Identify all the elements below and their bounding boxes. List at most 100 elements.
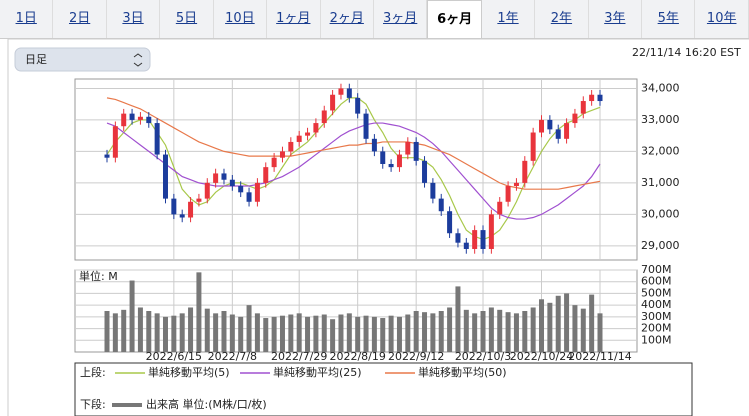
volume-bar	[597, 313, 603, 352]
dropdown[interactable]	[14, 47, 151, 72]
range-tab[interactable]: 1年	[482, 0, 536, 38]
range-tab[interactable]: 1日	[0, 0, 54, 38]
volume-bar	[572, 305, 578, 352]
candle-body	[522, 160, 528, 183]
candle-body	[196, 198, 202, 202]
candle-body	[388, 163, 394, 168]
volume-bar	[246, 305, 252, 352]
candle-body	[112, 126, 118, 158]
candle-body	[263, 167, 269, 183]
candle-body	[513, 182, 519, 187]
volume-bar	[121, 309, 127, 352]
candle-body	[371, 138, 377, 152]
range-tab[interactable]: 10日	[214, 0, 268, 38]
x-tick-label: 2022/7/29	[271, 350, 327, 363]
candle-body	[505, 186, 511, 202]
candle-body	[396, 154, 402, 168]
legend-label: 出来高 単位:(M株/口/枚)	[146, 397, 267, 411]
candle-body	[447, 211, 453, 234]
candle-body	[580, 101, 586, 114]
volume-bar	[313, 315, 319, 352]
volume-bar	[547, 302, 553, 352]
candle-body	[480, 230, 486, 249]
volume-bar	[104, 311, 110, 352]
volume-bar	[413, 311, 419, 352]
range-tabs: 1日 2日 3日 5日 10日 1ヶ月 2ヶ月 3ヶ月 6ヶ月 1年 2年 3年 5年 10年	[0, 0, 749, 39]
volume-bar	[213, 313, 219, 352]
candle-body	[597, 94, 603, 102]
volume-bar	[380, 318, 386, 352]
candle-body	[154, 123, 160, 155]
volume-bar	[539, 299, 545, 352]
volume-bar	[363, 315, 369, 352]
volume-bar	[555, 295, 561, 352]
candle-body	[321, 110, 327, 124]
candle-body	[463, 242, 469, 249]
ma-line	[106, 97, 601, 241]
candle-body	[346, 88, 352, 98]
volume-bar	[513, 313, 519, 352]
candle-body	[330, 94, 336, 111]
range-tab[interactable]: 5日	[160, 0, 214, 38]
range-tab[interactable]: 6ヶ月	[427, 0, 482, 38]
candle-body	[288, 141, 294, 152]
y-tick-label: 300M	[641, 310, 672, 323]
x-tick-label: 2022/9/12	[388, 350, 444, 363]
candle-body	[221, 173, 227, 180]
volume-bar	[288, 314, 294, 352]
candle-body	[204, 182, 210, 199]
range-tab[interactable]: 3ヶ月	[374, 0, 428, 38]
volume-bar	[564, 293, 570, 352]
range-tab[interactable]: 5年	[642, 0, 696, 38]
volume-bar	[330, 319, 336, 352]
volume-bar	[472, 313, 478, 352]
candle-body	[129, 113, 135, 120]
ma-line	[106, 97, 601, 190]
candle-body	[146, 116, 152, 124]
volume-bar	[346, 313, 352, 352]
candle-body	[305, 132, 311, 136]
candle-body	[497, 201, 503, 215]
range-tab[interactable]: 1ヶ月	[267, 0, 321, 38]
candle-body	[564, 123, 570, 139]
range-tab[interactable]: 2日	[53, 0, 107, 38]
dropdown-arrow	[133, 53, 143, 67]
range-tab[interactable]: 10年	[695, 0, 749, 38]
candle-body	[455, 233, 461, 243]
volume-bar	[162, 316, 168, 352]
legend-upper: 上段:	[80, 365, 106, 379]
volume-bar	[530, 307, 536, 352]
volume-bar	[221, 311, 227, 352]
volume-bar	[447, 307, 453, 352]
legend-label: 単純移動平均(25)	[273, 365, 362, 379]
range-tab[interactable]: 2年	[535, 0, 589, 38]
range-tab[interactable]: 3日	[107, 0, 161, 38]
y-tick-label: 500M	[641, 286, 672, 299]
dropdown-label: 日足	[25, 53, 47, 66]
volume-bar	[271, 316, 277, 352]
x-tick-label: 2022/11/14	[568, 350, 631, 363]
y-tick-label: 700M	[641, 263, 672, 276]
volume-bar	[154, 313, 160, 352]
candle-body	[547, 119, 553, 130]
volume-unit: 単位: M	[79, 269, 118, 283]
range-tab[interactable]: 3年	[589, 0, 643, 38]
candle-body	[279, 151, 285, 158]
y-tick-label: 29,000	[641, 239, 680, 252]
candle-body	[555, 129, 561, 139]
volume-bar	[355, 316, 361, 352]
volume-bar	[263, 318, 269, 352]
range-tab[interactable]: 2ヶ月	[321, 0, 374, 38]
volume-bar	[455, 286, 461, 352]
volume-bar	[480, 311, 486, 352]
legend-label: 単純移動平均(5)	[148, 365, 230, 379]
y-tick-label: 100M	[641, 333, 672, 346]
volume-bar	[305, 316, 311, 352]
candle-body	[162, 154, 168, 199]
volume-bar	[463, 309, 469, 352]
candle-body	[589, 94, 595, 102]
candle-body	[179, 214, 185, 218]
candle-body	[422, 160, 428, 183]
candle-body	[229, 179, 235, 187]
